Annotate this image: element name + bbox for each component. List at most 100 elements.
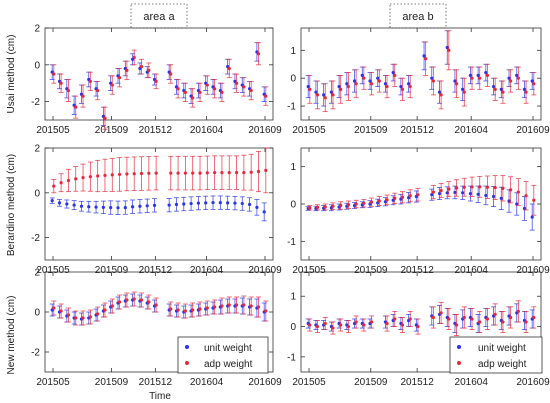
point-adp-weight	[400, 195, 405, 199]
point-unit-weight	[407, 82, 411, 86]
point-unit-weight	[468, 73, 473, 77]
point-adp-weight	[501, 90, 505, 94]
x-tick-label: 201509	[95, 265, 129, 276]
point-adp-weight	[308, 87, 312, 91]
point-adp-weight	[331, 204, 335, 208]
point-adp-weight	[183, 90, 187, 94]
y-tick-label: 1	[290, 162, 296, 173]
x-tick-label: 201604	[455, 377, 489, 388]
legend-adp-marker	[185, 361, 189, 365]
point-adp-weight	[147, 68, 151, 72]
legend-adp-marker	[457, 361, 461, 365]
point-unit-weight	[329, 90, 333, 94]
point-adp-weight	[439, 93, 443, 97]
legend-unit-marker	[185, 345, 189, 349]
point-adp-weight	[103, 173, 107, 177]
point-unit-weight	[57, 201, 62, 205]
point-adp-weight	[362, 76, 366, 80]
point-adp-weight	[462, 315, 466, 320]
point-unit-weight	[360, 73, 364, 77]
point-adp-weight	[408, 317, 412, 321]
point-adp-weight	[447, 48, 451, 52]
point-adp-weight	[227, 303, 231, 307]
point-unit-weight	[116, 206, 120, 210]
point-adp-weight	[532, 82, 536, 86]
point-adp-weight	[249, 170, 253, 174]
point-adp-weight	[169, 171, 173, 175]
point-adp-weight	[81, 175, 85, 180]
plot-frame-usai-area-a	[44, 27, 274, 121]
legend-adp-label: adp weight	[478, 359, 527, 370]
point-adp-weight	[315, 93, 320, 97]
point-adp-weight	[227, 171, 231, 175]
point-adp-weight	[462, 185, 466, 189]
x-tick-label: 201604	[455, 265, 489, 276]
point-adp-weight	[110, 173, 114, 177]
xlabel-time: Time	[149, 391, 171, 402]
point-unit-weight	[189, 201, 193, 206]
x-tick-label: 201509	[354, 125, 388, 136]
point-adp-weight	[154, 303, 158, 307]
point-adp-weight	[400, 323, 405, 327]
point-adp-weight	[339, 203, 343, 208]
point-unit-weight	[94, 205, 98, 209]
x-tick-label: 201604	[455, 125, 489, 136]
point-adp-weight	[176, 308, 180, 312]
point-adp-weight	[478, 185, 482, 189]
x-tick-label: 201604	[190, 377, 224, 388]
x-tick-label: 201609	[516, 125, 550, 136]
point-adp-weight	[264, 309, 268, 313]
legend-unit-marker	[457, 345, 461, 349]
point-unit-weight	[131, 205, 135, 209]
point-adp-weight	[369, 200, 374, 204]
point-adp-weight	[431, 79, 435, 83]
x-tick-label: 201604	[190, 265, 224, 276]
point-adp-weight	[516, 76, 520, 80]
point-adp-weight	[431, 315, 435, 320]
point-adp-weight	[110, 83, 114, 87]
point-adp-weight	[176, 87, 180, 91]
point-adp-weight	[377, 199, 381, 203]
point-adp-weight	[264, 168, 268, 172]
point-adp-weight	[331, 326, 335, 330]
point-adp-weight	[234, 81, 239, 85]
point-adp-weight	[256, 305, 261, 309]
y-tick-label: 2	[34, 24, 40, 35]
point-adp-weight	[205, 83, 209, 87]
point-adp-weight	[485, 317, 490, 321]
plot-frame-usai-area-b	[300, 27, 542, 121]
y-tick-label: -2	[31, 233, 40, 244]
point-adp-weight	[125, 68, 129, 72]
point-unit-weight	[345, 82, 349, 86]
point-adp-weight	[191, 96, 195, 100]
point-adp-weight	[59, 81, 63, 85]
point-adp-weight	[242, 303, 246, 307]
point-adp-weight	[52, 184, 56, 188]
y-tick-label: -2	[31, 97, 40, 108]
point-adp-weight	[96, 88, 100, 93]
point-adp-weight	[323, 96, 327, 100]
y-tick-label: -1	[287, 237, 296, 248]
x-tick-label: 201512	[400, 265, 434, 276]
point-unit-weight	[461, 87, 465, 91]
point-unit-weight	[240, 201, 244, 206]
point-adp-weight	[369, 82, 374, 86]
point-adp-weight	[52, 72, 56, 76]
point-adp-weight	[176, 171, 180, 175]
point-unit-weight	[491, 194, 496, 199]
legend-unit-label: unit weight	[204, 343, 252, 354]
point-adp-weight	[117, 76, 122, 80]
point-unit-weight	[476, 73, 480, 77]
point-adp-weight	[110, 304, 114, 308]
area-a-box	[130, 3, 188, 29]
point-adp-weight	[454, 82, 459, 86]
point-unit-weight	[468, 191, 473, 196]
point-adp-weight	[431, 190, 435, 194]
point-unit-weight	[461, 191, 465, 195]
point-adp-weight	[308, 206, 312, 210]
point-unit-weight	[484, 193, 488, 198]
point-adp-weight	[256, 169, 261, 174]
point-adp-weight	[132, 55, 136, 60]
point-adp-weight	[132, 172, 136, 176]
point-adp-weight	[339, 87, 343, 91]
